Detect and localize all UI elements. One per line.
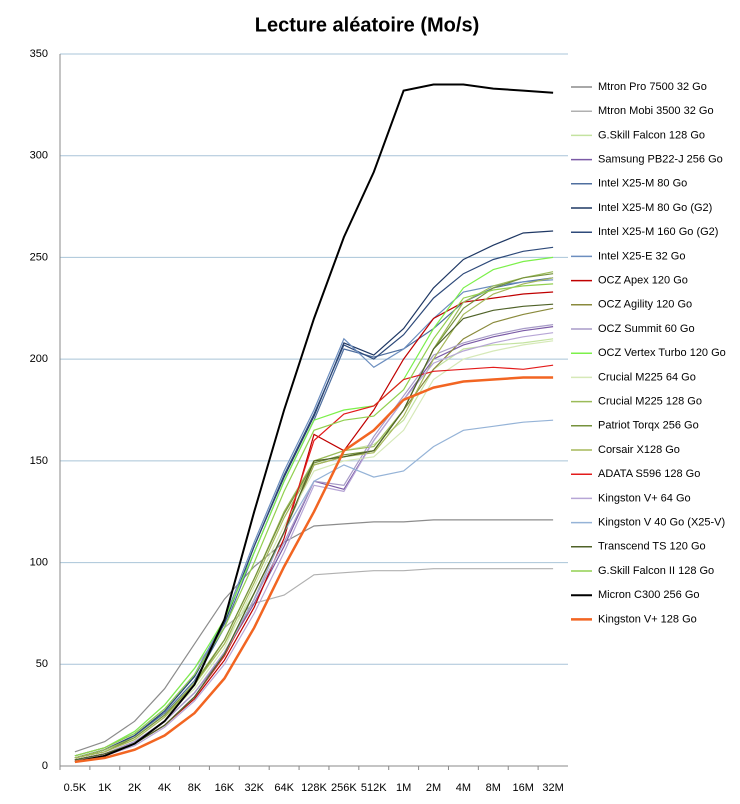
legend-label: Intel X25-M 80 Go — [598, 178, 687, 190]
series-line — [74, 519, 554, 753]
y-tick-label: 100 — [30, 556, 48, 568]
legend-label: OCZ Vertex Turbo 120 Go — [598, 347, 726, 359]
legend-label: Micron C300 256 Go — [598, 589, 700, 601]
y-tick-label: 150 — [30, 455, 48, 467]
x-tick-label: 2M — [426, 782, 441, 794]
y-tick-label: 0 — [42, 760, 48, 772]
legend-label: Intel X25-M 80 Go (G2) — [598, 202, 712, 214]
legend-label: OCZ Agility 120 Go — [598, 299, 692, 311]
y-tick-label: 50 — [36, 658, 48, 670]
series-line — [74, 230, 554, 759]
series-line — [74, 568, 554, 757]
legend-label: Intel X25-E 32 Go — [598, 250, 685, 262]
series-line — [74, 283, 554, 757]
legend-label: ADATA S596 128 Go — [598, 468, 700, 480]
series-line — [74, 271, 554, 759]
legend-label: Crucial M225 64 Go — [598, 371, 696, 383]
y-tick-label: 250 — [30, 251, 48, 263]
x-tick-label: 8M — [486, 782, 501, 794]
legend-label: Kingston V+ 64 Go — [598, 492, 691, 504]
legend-label: Samsung PB22-J 256 Go — [598, 154, 723, 166]
series-line — [74, 256, 554, 757]
legend-label: OCZ Summit 60 Go — [598, 323, 695, 335]
chart-title: Lecture aléatoire (Mo/s) — [255, 14, 480, 36]
x-tick-label: 4K — [158, 782, 172, 794]
legend-label: Transcend TS 120 Go — [598, 541, 706, 553]
series-line — [74, 307, 554, 761]
series-line — [74, 338, 554, 759]
legend-label: Patriot Torqx 256 Go — [598, 420, 699, 432]
x-tick-label: 4M — [456, 782, 471, 794]
legend-label: Crucial M225 128 Go — [598, 396, 702, 408]
x-tick-label: 128K — [301, 782, 327, 794]
x-tick-label: 32K — [244, 782, 264, 794]
series-line — [74, 376, 554, 764]
y-tick-label: 300 — [30, 150, 48, 162]
legend-label: Mtron Pro 7500 32 Go — [598, 81, 707, 93]
series-line — [74, 246, 554, 759]
x-tick-label: 8K — [188, 782, 202, 794]
x-tick-label: 64K — [274, 782, 294, 794]
series-line — [74, 277, 554, 759]
x-tick-label: 1K — [98, 782, 112, 794]
legend-label: G.Skill Falcon II 128 Go — [598, 565, 714, 577]
legend-label: Corsair X128 Go — [598, 444, 680, 456]
series-line — [74, 83, 554, 763]
y-tick-label: 200 — [30, 353, 48, 365]
series-line — [74, 279, 554, 757]
legend-label: Intel X25-M 160 Go (G2) — [598, 226, 718, 238]
series-line — [74, 273, 554, 759]
legend-label: Kingston V+ 128 Go — [598, 613, 697, 625]
legend-label: Kingston V 40 Go (X25-V) — [598, 517, 725, 529]
legend-label: OCZ Apex 120 Go — [598, 275, 688, 287]
series-line — [74, 277, 554, 759]
series-line — [74, 303, 554, 761]
x-tick-label: 2K — [128, 782, 142, 794]
x-tick-label: 0.5K — [64, 782, 87, 794]
x-tick-label: 16K — [215, 782, 235, 794]
x-tick-label: 512K — [361, 782, 387, 794]
x-tick-label: 16M — [512, 782, 533, 794]
series-line — [74, 324, 554, 761]
legend-label: G.Skill Falcon 128 Go — [598, 129, 705, 141]
series-line — [74, 332, 554, 761]
x-tick-label: 256K — [331, 782, 357, 794]
x-tick-label: 32M — [542, 782, 563, 794]
legend-label: Mtron Mobi 3500 32 Go — [598, 105, 714, 117]
series-line — [74, 326, 554, 761]
x-tick-label: 1M — [396, 782, 411, 794]
y-tick-label: 350 — [30, 48, 48, 60]
series-line — [74, 340, 554, 759]
